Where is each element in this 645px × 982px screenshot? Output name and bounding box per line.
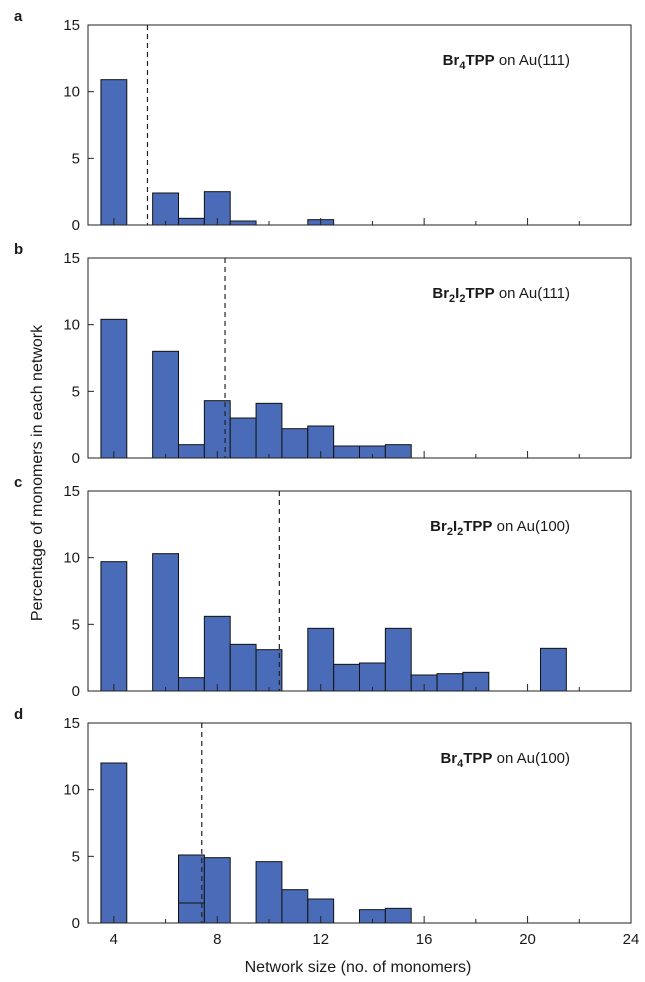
annotation-part: 4 (459, 60, 466, 72)
y-tick-label: 10 (63, 317, 80, 334)
bar-c-size-14 (359, 662, 386, 692)
y-tick-label: 0 (72, 217, 80, 234)
bar-b-size-4 (100, 318, 128, 459)
y-tick-label: 5 (72, 616, 80, 633)
y-tick-label: 15 (63, 250, 80, 267)
bar-d-size-11 (281, 889, 309, 924)
bar-b-size-11 (281, 428, 309, 459)
annotation-part: 4 (457, 758, 464, 770)
x-tick-label: 12 (312, 931, 329, 948)
bar-c-size-17 (436, 673, 464, 692)
panel-annotation: Br2I2TPP on Au(111) (432, 285, 570, 305)
bar-d-size-10 (255, 861, 283, 924)
bar-b-size-6 (152, 350, 179, 459)
y-tick-label: 10 (63, 84, 80, 101)
annotation-part: on Au(100) (492, 518, 570, 535)
plot-frame (87, 722, 632, 924)
bar-b-size-7 (178, 444, 205, 459)
bar-c-size-6 (152, 553, 179, 692)
panel-letter: d (14, 706, 23, 723)
panel-annotation: Br2I2TPP on Au(100) (430, 518, 570, 538)
y-axis-title: Percentage of monomers in each network (29, 324, 46, 621)
panel-annotation: Br4TPP on Au(100) (440, 750, 570, 770)
annotation-part: 2 (459, 293, 465, 305)
bar-a-size-6 (152, 192, 179, 226)
plot-frame (87, 490, 632, 692)
y-tick-label: 5 (72, 848, 80, 865)
y-tick-label: 5 (72, 383, 80, 400)
bar-d-size-4 (100, 762, 128, 924)
bar-d-size-15 (384, 907, 412, 924)
panel-annotation: Br4TPP on Au(111) (443, 52, 570, 72)
x-tick-label: 8 (213, 931, 221, 948)
y-tick-label: 0 (72, 450, 80, 467)
bar-a-size-4 (100, 79, 128, 226)
y-tick-label: 10 (63, 782, 80, 799)
bar-c-size-12 (307, 627, 335, 692)
annotation-part: I (453, 518, 457, 535)
annotation-part: I (455, 285, 459, 302)
bar-c-size-9 (229, 643, 257, 692)
bar-c-size-10 (255, 649, 283, 692)
bar-d-size-8 (203, 857, 231, 924)
bar-a-size-7 (178, 217, 205, 226)
y-tick-label: 15 (63, 715, 80, 732)
annotation-part: Br (440, 750, 457, 767)
y-tick-label: 10 (63, 550, 80, 567)
bar-b-size-10 (255, 402, 283, 459)
bar-c-size-15 (384, 627, 412, 692)
y-tick-label: 0 (72, 683, 80, 700)
annotation-part: 2 (457, 526, 463, 538)
y-tick-label: 15 (63, 483, 80, 500)
bar-c-size-8 (203, 615, 231, 692)
annotation-part: 2 (447, 526, 453, 538)
bar-b-size-13 (333, 445, 360, 459)
annotation-part: TPP (465, 285, 494, 302)
x-tick-label: 20 (519, 931, 536, 948)
bar-a-size-9 (229, 220, 257, 226)
y-tick-label: 5 (72, 150, 80, 167)
annotation-part: TPP (463, 518, 492, 535)
plot-frame (87, 257, 632, 459)
annotation-part: 2 (449, 293, 455, 305)
annotation-part: Br (430, 518, 447, 535)
bar-d-size-7 (178, 902, 205, 924)
annotation-part: on Au(111) (495, 52, 570, 69)
annotation-part: on Au(111) (495, 285, 570, 302)
bar-b-size-9 (229, 417, 257, 459)
plot-frame (87, 24, 632, 226)
bar-c-size-4 (100, 561, 128, 692)
panel-letter: a (14, 8, 23, 25)
bar-c-size-7 (178, 677, 205, 692)
panel-a: 0 5 10 15 a Br4TPP on Au(111) (14, 8, 632, 234)
annotation-part: on Au(100) (492, 750, 570, 767)
annotation-part: Br (443, 52, 460, 69)
bar-c-size-21 (540, 647, 567, 692)
x-axis-title: Network size (no. of monomers) (245, 959, 472, 976)
y-tick-label: 0 (72, 915, 80, 932)
bar-b-size-8 (203, 400, 231, 459)
x-tick-label: 16 (416, 931, 433, 948)
panel-letter: b (14, 241, 23, 258)
annotation-part: TPP (463, 750, 492, 767)
x-tick-label: 24 (623, 931, 640, 948)
bar-c-size-13 (333, 663, 360, 692)
y-tick-label: 15 (63, 17, 80, 34)
annotation-part: Br (432, 285, 449, 302)
x-tick-label: 4 (110, 931, 118, 948)
panel-letter: c (14, 474, 22, 491)
bar-b-size-15 (384, 444, 412, 459)
annotation-part: TPP (465, 52, 494, 69)
